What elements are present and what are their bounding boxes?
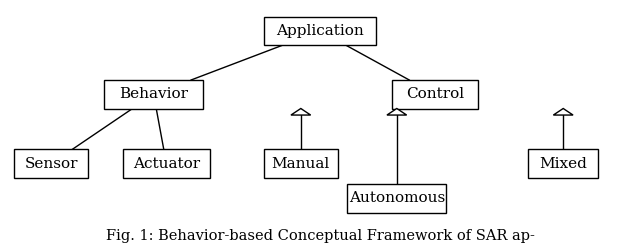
Text: Fig. 1: Behavior-based Conceptual Framework of SAR ap-: Fig. 1: Behavior-based Conceptual Framew… (106, 229, 534, 243)
Text: Autonomous: Autonomous (349, 191, 445, 205)
Polygon shape (387, 109, 406, 115)
FancyBboxPatch shape (528, 149, 598, 178)
Polygon shape (554, 109, 573, 115)
Polygon shape (291, 109, 310, 115)
FancyBboxPatch shape (264, 149, 338, 178)
Text: Manual: Manual (271, 157, 330, 171)
Text: Mixed: Mixed (540, 157, 587, 171)
FancyBboxPatch shape (347, 184, 447, 213)
FancyBboxPatch shape (14, 149, 88, 178)
Text: Application: Application (276, 24, 364, 38)
FancyBboxPatch shape (264, 17, 376, 45)
FancyBboxPatch shape (392, 80, 479, 109)
FancyBboxPatch shape (104, 80, 204, 109)
Text: Actuator: Actuator (133, 157, 200, 171)
Text: Behavior: Behavior (119, 87, 188, 101)
Text: Sensor: Sensor (24, 157, 78, 171)
Text: Control: Control (406, 87, 464, 101)
FancyBboxPatch shape (123, 149, 210, 178)
